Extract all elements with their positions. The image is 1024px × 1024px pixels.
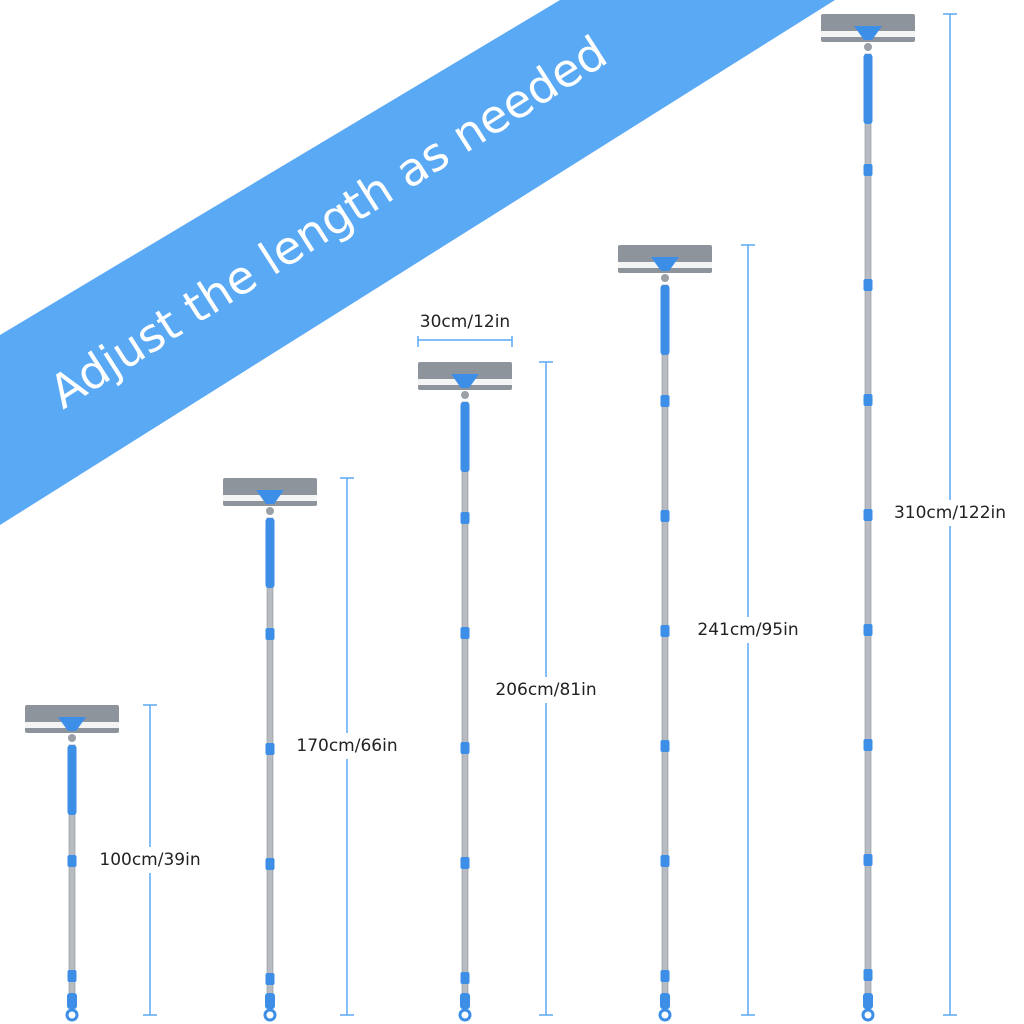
pole-joint [460, 627, 470, 639]
head-pivot [68, 734, 76, 742]
pole-end [863, 993, 873, 1009]
pole-joint [660, 625, 670, 637]
handle-grip [265, 518, 275, 588]
pole-joint [67, 855, 77, 867]
label-bg [400, 308, 530, 336]
pole-joint [863, 509, 873, 521]
handle-grip [460, 402, 470, 472]
head-connector [256, 490, 284, 504]
pole-joint [460, 857, 470, 869]
pole-joint [460, 742, 470, 754]
pole-joint [67, 970, 77, 982]
pole-joint [460, 972, 470, 984]
pole-joint [863, 164, 873, 176]
pole-end [265, 993, 275, 1009]
pole-end [660, 993, 670, 1009]
pole [266, 517, 274, 1006]
handle-grip [660, 285, 670, 355]
pole-joint [460, 512, 470, 524]
pole-end [460, 993, 470, 1009]
handle-grip [863, 54, 873, 124]
length-label: 170cm/66in [296, 736, 397, 756]
label-bg [478, 677, 614, 703]
label-bg [82, 847, 218, 873]
pole-joint [265, 628, 275, 640]
pole-joint [863, 624, 873, 636]
head-connector [651, 257, 679, 271]
hook [861, 1008, 875, 1022]
pole [661, 284, 669, 1006]
pole-joint [863, 394, 873, 406]
head-pivot [461, 391, 469, 399]
pole-joint [265, 743, 275, 755]
pole [461, 401, 469, 1006]
head-connector [451, 374, 479, 388]
hook [65, 1008, 79, 1022]
pole-joint [660, 855, 670, 867]
pole-joint [863, 279, 873, 291]
head-connector [58, 717, 86, 731]
label-bg [279, 733, 415, 759]
head-pivot [266, 507, 274, 515]
length-label: 310cm/122in [894, 503, 1006, 523]
pole-joint [660, 510, 670, 522]
length-label: 206cm/81in [495, 680, 596, 700]
head-connector [854, 26, 882, 40]
hook [658, 1008, 672, 1022]
pole-joint [863, 739, 873, 751]
label-bg [680, 617, 816, 643]
length-label: 241cm/95in [697, 620, 798, 640]
pole-joint [265, 858, 275, 870]
head-pivot [661, 274, 669, 282]
label-bg [882, 500, 1018, 526]
pole-joint [660, 740, 670, 752]
pole-joint [660, 395, 670, 407]
poles: 100cm/39in 170cm/66in 206cm/81in 241cm/95in… [25, 13, 1018, 1022]
head-pivot [864, 43, 872, 51]
banner-text: Adjust the length as needed [40, 25, 616, 419]
head-width-label: 30cm/12in [420, 312, 510, 332]
handle-grip [67, 745, 77, 815]
pole-joint [863, 854, 873, 866]
banner [0, 0, 835, 525]
pole-joint [660, 970, 670, 982]
length-label: 100cm/39in [99, 850, 200, 870]
pole-joint [863, 969, 873, 981]
pole-joint [265, 973, 275, 985]
hook [458, 1008, 472, 1022]
hook [263, 1008, 277, 1022]
pole-end [67, 993, 77, 1009]
